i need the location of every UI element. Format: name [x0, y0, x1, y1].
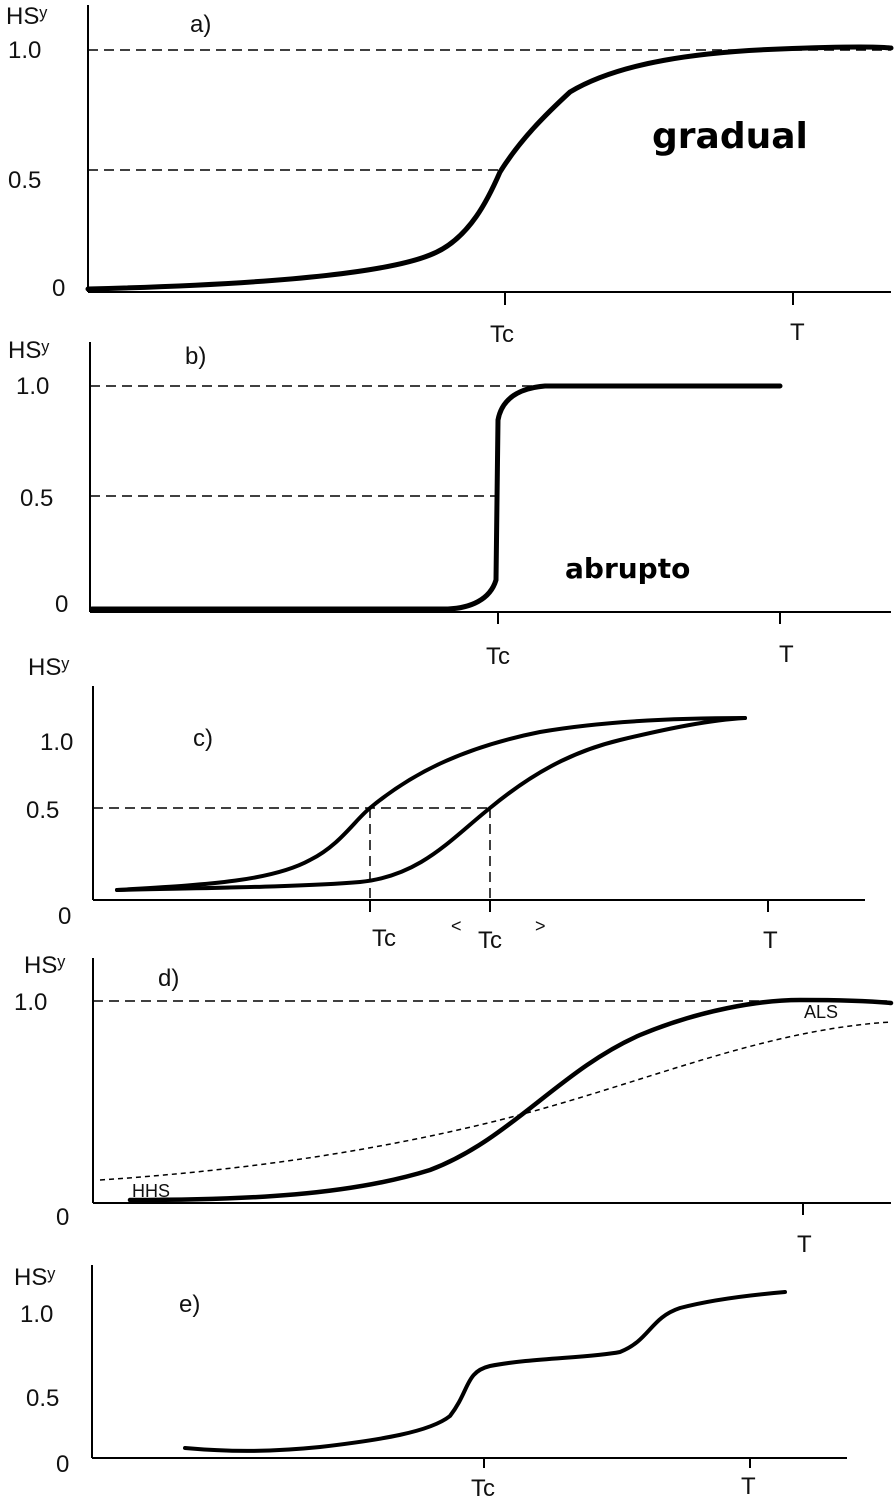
y-tick-label: 1.0 [20, 1301, 53, 1328]
panel-label: c) [193, 725, 213, 752]
x-tick-label: Tc [490, 321, 514, 348]
x-tick-label: Tc [372, 925, 396, 952]
y-tick-label: 0 [56, 1204, 69, 1231]
hysteresis-lower-curve [115, 716, 747, 892]
hhs-dashed-curve [99, 1021, 892, 1181]
panel-label: b) [185, 343, 206, 370]
two-step-curve [183, 1290, 787, 1453]
y-axis-label: HSʸ [24, 952, 65, 979]
y-tick-label: 1.0 [14, 989, 47, 1016]
curve-label-hhs: HHS [132, 1181, 170, 1201]
als-solid-curve [127, 997, 894, 1203]
panel-d: HSʸ d) 1.0 0 T HHS ALS [14, 952, 894, 1258]
panel-label: e) [179, 1291, 200, 1318]
panel-label: a) [190, 11, 211, 38]
panel-e: HSʸ e) 1.0 0.5 0 Tc T [14, 1264, 847, 1501]
y-tick-label: 0.5 [26, 797, 59, 824]
y-tick-label: 1.0 [16, 373, 49, 400]
annotation-abrupto: abrupto [565, 552, 690, 585]
abrupt-curve [89, 383, 783, 612]
x-tick-label: T [741, 1473, 756, 1500]
annotation-gradual: gradual [652, 116, 808, 157]
gradual-curve [85, 44, 894, 292]
panel-a: HSʸ a) 1.0 0.5 0 Tc T gradual [6, 3, 894, 348]
y-tick-label: 0.5 [8, 167, 41, 194]
panel-label: d) [158, 965, 179, 992]
x-tick-label: < [451, 916, 462, 936]
y-axis-label: HSʸ [8, 337, 49, 364]
x-tick-label: Tc [486, 643, 510, 670]
y-tick-label: 1.0 [8, 37, 41, 64]
y-tick-label: 1.0 [40, 729, 73, 756]
y-axis-label: HSʸ [6, 3, 47, 30]
x-tick-label: T [763, 927, 778, 954]
panel-b: HSʸ b) 1.0 0.5 0 Tc T abrupto [8, 337, 891, 670]
hysteresis-upper-curve [115, 716, 747, 892]
x-tick-label: Tc [471, 1475, 495, 1501]
curve-label-als: ALS [804, 1002, 838, 1022]
y-axis-label: HSʸ [14, 1264, 55, 1291]
x-tick-label: > [535, 916, 546, 936]
x-tick-label: T [779, 641, 794, 668]
y-tick-label: 0 [52, 275, 65, 302]
y-tick-label: 0.5 [20, 485, 53, 512]
y-tick-label: 0 [55, 591, 68, 618]
y-tick-label: 0 [56, 1451, 69, 1478]
x-tick-label: T [797, 1231, 812, 1258]
x-tick-label: T [790, 319, 805, 346]
y-axis-label: HSʸ [28, 654, 69, 681]
y-tick-label: 0.5 [26, 1385, 59, 1412]
x-tick-label: Tc [478, 927, 502, 954]
panel-c: HSʸ c) 1.0 0.5 0 Tc < Tc > T [26, 654, 865, 954]
y-tick-label: 0 [58, 903, 71, 930]
